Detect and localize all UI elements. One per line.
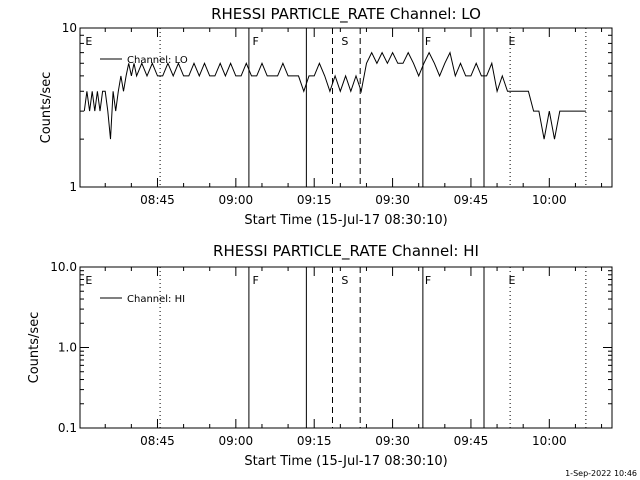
x-tick-label: 10:00: [532, 434, 567, 448]
series-line: [83, 51, 586, 140]
flag-label-e: E: [85, 274, 92, 287]
y-tick-label: 10: [62, 21, 77, 35]
x-tick-label: 08:45: [140, 193, 175, 207]
x-tick-label: 09:30: [375, 193, 410, 207]
x-tick-label: 09:00: [219, 434, 254, 448]
flag-label-e: E: [509, 274, 516, 287]
x-axis-title: Start Time (15-Jul-17 08:30:10): [244, 454, 447, 469]
y-tick-label: 0.1: [58, 421, 77, 435]
x-tick-label: 09:15: [297, 434, 332, 448]
plot-frame: [79, 27, 613, 188]
legend-label: Channel: HI: [127, 294, 185, 305]
flag-label-e: E: [509, 35, 516, 48]
flag-label-f: F: [253, 35, 259, 48]
x-tick-label: 09:45: [454, 193, 489, 207]
y-tick-label: 1: [69, 180, 77, 194]
legend-label: Channel: LO: [127, 55, 188, 66]
x-tick-label: 09:30: [375, 434, 410, 448]
flag-label-f: F: [425, 35, 431, 48]
flag-label-f: F: [253, 274, 259, 287]
hi-channel-panel: RHESSI PARTICLE_RATE Channel: HI 08:45 09:…: [27, 242, 613, 469]
chart-title: RHESSI PARTICLE_RATE Channel: LO: [211, 5, 481, 24]
y-axis-title: Counts/sec: [39, 72, 54, 144]
lo-channel-panel: RHESSI PARTICLE_RATE Channel: LO 08:45 09:…: [39, 5, 613, 228]
flag-label-s: S: [341, 35, 348, 48]
flag-label-f: F: [425, 274, 431, 287]
x-tick-label: 08:45: [140, 434, 175, 448]
chart-title: RHESSI PARTICLE_RATE Channel: HI: [213, 242, 479, 261]
x-tick-label: 09:15: [297, 193, 332, 207]
y-tick-label: 10.0: [50, 260, 77, 274]
y-tick-label: 1.0: [58, 341, 77, 355]
x-axis-title: Start Time (15-Jul-17 08:30:10): [244, 213, 447, 228]
x-tick-label: 09:00: [219, 193, 254, 207]
flag-label-s: S: [341, 274, 348, 287]
y-axis-title: Counts/sec: [27, 312, 42, 384]
x-tick-label: 10:00: [532, 193, 567, 207]
x-tick-label: 09:45: [454, 434, 489, 448]
flag-label-e: E: [85, 35, 92, 48]
plot-timestamp: 1-Sep-2022 10:46: [565, 469, 637, 478]
